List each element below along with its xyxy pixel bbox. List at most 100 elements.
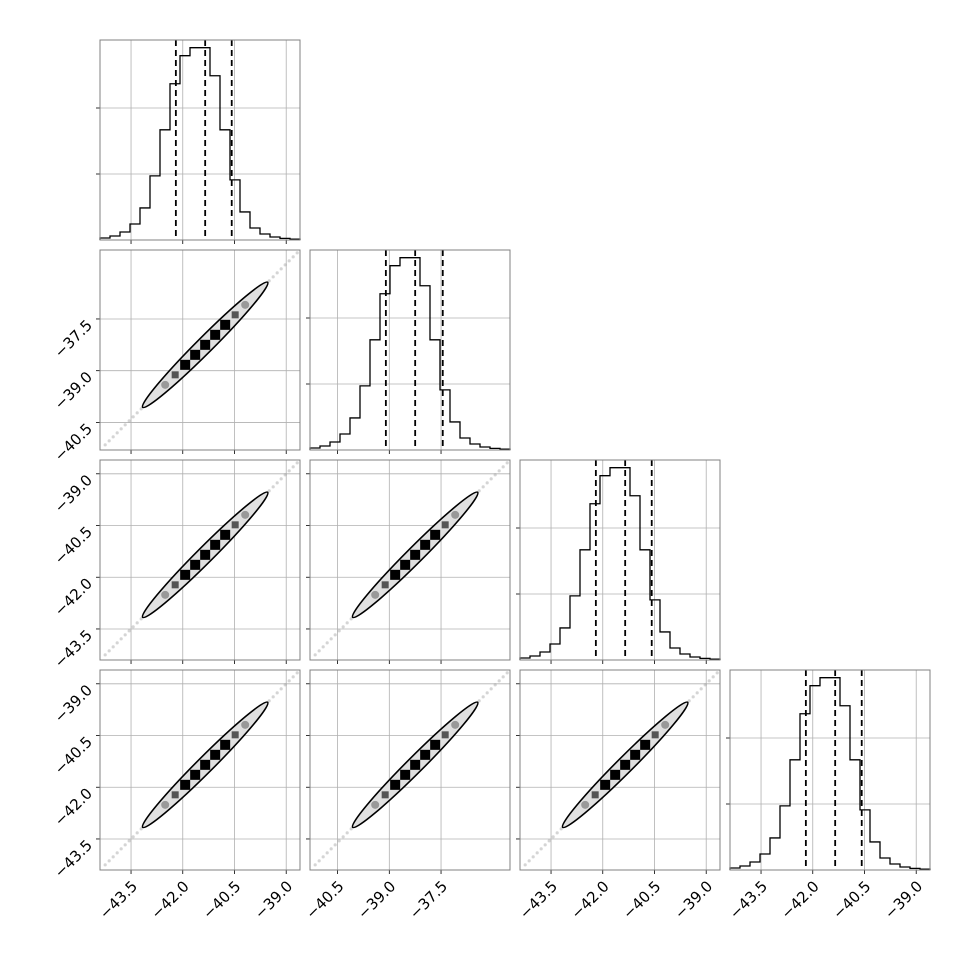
sample-point (333, 633, 337, 637)
density-cell (180, 779, 191, 790)
sample-point (127, 839, 131, 843)
panel-frame (519, 459, 721, 661)
sample-point (135, 411, 139, 415)
sample-point (127, 419, 131, 423)
sample-point (329, 637, 333, 641)
histogram-step (309, 257, 511, 450)
sample-point (493, 683, 497, 687)
x-tick-label: −42.0 (148, 877, 193, 922)
y-tick-label: −39.0 (51, 471, 96, 516)
sample-point (501, 465, 505, 469)
panel-0-0 (96, 39, 301, 244)
sample-point (127, 629, 131, 633)
x-tick-label: −39.0 (671, 877, 716, 922)
sample-point (271, 485, 275, 489)
sample-point (107, 649, 111, 653)
sample-point (123, 423, 127, 427)
y-tick-label: −43.5 (51, 836, 96, 881)
density-cell (410, 549, 421, 560)
sample-point (115, 851, 119, 855)
density-cell (381, 791, 389, 799)
sample-point (333, 843, 337, 847)
panel-frame (99, 459, 301, 661)
density-cell (630, 749, 641, 760)
histogram-step (519, 467, 721, 660)
sample-point (139, 827, 143, 831)
density-cell (451, 720, 460, 729)
sample-point (345, 831, 349, 835)
density-cell (231, 731, 239, 739)
sample-point (123, 843, 127, 847)
sample-point (119, 427, 123, 431)
sample-point (707, 679, 711, 683)
sample-point (111, 855, 115, 859)
density-cell (430, 739, 441, 750)
density-cell (210, 749, 221, 760)
density-cell (430, 529, 441, 540)
sample-point (691, 695, 695, 699)
y-tick-label: −39.0 (51, 368, 96, 413)
x-tick-label: −39.0 (354, 877, 399, 922)
sample-point (489, 477, 493, 481)
sample-point (687, 699, 691, 703)
sample-point (481, 485, 485, 489)
sample-point (313, 863, 317, 867)
sample-point (107, 859, 111, 863)
panel-frame (309, 459, 511, 661)
sample-point (543, 843, 547, 847)
x-tick-label: −42.0 (778, 877, 823, 922)
x-tick-label: −42.0 (568, 877, 613, 922)
sample-point (287, 259, 291, 263)
panel-frame (99, 249, 301, 451)
density-cell (231, 521, 239, 529)
sample-point (489, 687, 493, 691)
sample-point (349, 617, 353, 621)
sample-point (505, 671, 509, 675)
sample-point (287, 469, 291, 473)
density-cell (400, 769, 411, 780)
y-tick-label: −40.5 (51, 420, 96, 465)
sample-point (123, 633, 127, 637)
sample-point (271, 695, 275, 699)
density-cell (210, 539, 221, 550)
x-tick-label: −43.5 (726, 877, 771, 922)
sample-point (317, 859, 321, 863)
density-cell (241, 300, 250, 309)
sample-point (103, 443, 107, 447)
y-tick-label: −40.5 (51, 733, 96, 778)
density-cell (220, 529, 231, 540)
sample-point (523, 863, 527, 867)
sample-point (279, 477, 283, 481)
sample-point (341, 835, 345, 839)
x-tick-label: −43.5 (516, 877, 561, 922)
sample-point (267, 489, 271, 493)
density-cell (661, 720, 670, 729)
sample-point (527, 859, 531, 863)
sample-point (295, 671, 299, 675)
sample-point (325, 641, 329, 645)
sample-point (131, 625, 135, 629)
sample-point (337, 839, 341, 843)
sample-point (267, 279, 271, 283)
panel-frame (99, 669, 301, 871)
x-tick-label: −39.0 (251, 877, 296, 922)
sample-point (501, 675, 505, 679)
density-cell (171, 791, 179, 799)
density-cell (581, 800, 590, 809)
density-cell (190, 559, 201, 570)
sample-point (103, 653, 107, 657)
sample-point (291, 675, 295, 679)
histogram-step (729, 677, 931, 870)
sample-point (131, 415, 135, 419)
sample-point (477, 489, 481, 493)
sample-point (107, 439, 111, 443)
x-tick-label: −40.5 (619, 877, 664, 922)
density-cell (400, 559, 411, 570)
sample-point (135, 621, 139, 625)
x-tick-label: −39.0 (881, 877, 926, 922)
panel-3-3 (726, 669, 931, 874)
x-tick-label: −40.5 (199, 877, 244, 922)
panel-2-0 (96, 459, 301, 664)
sample-point (283, 473, 287, 477)
